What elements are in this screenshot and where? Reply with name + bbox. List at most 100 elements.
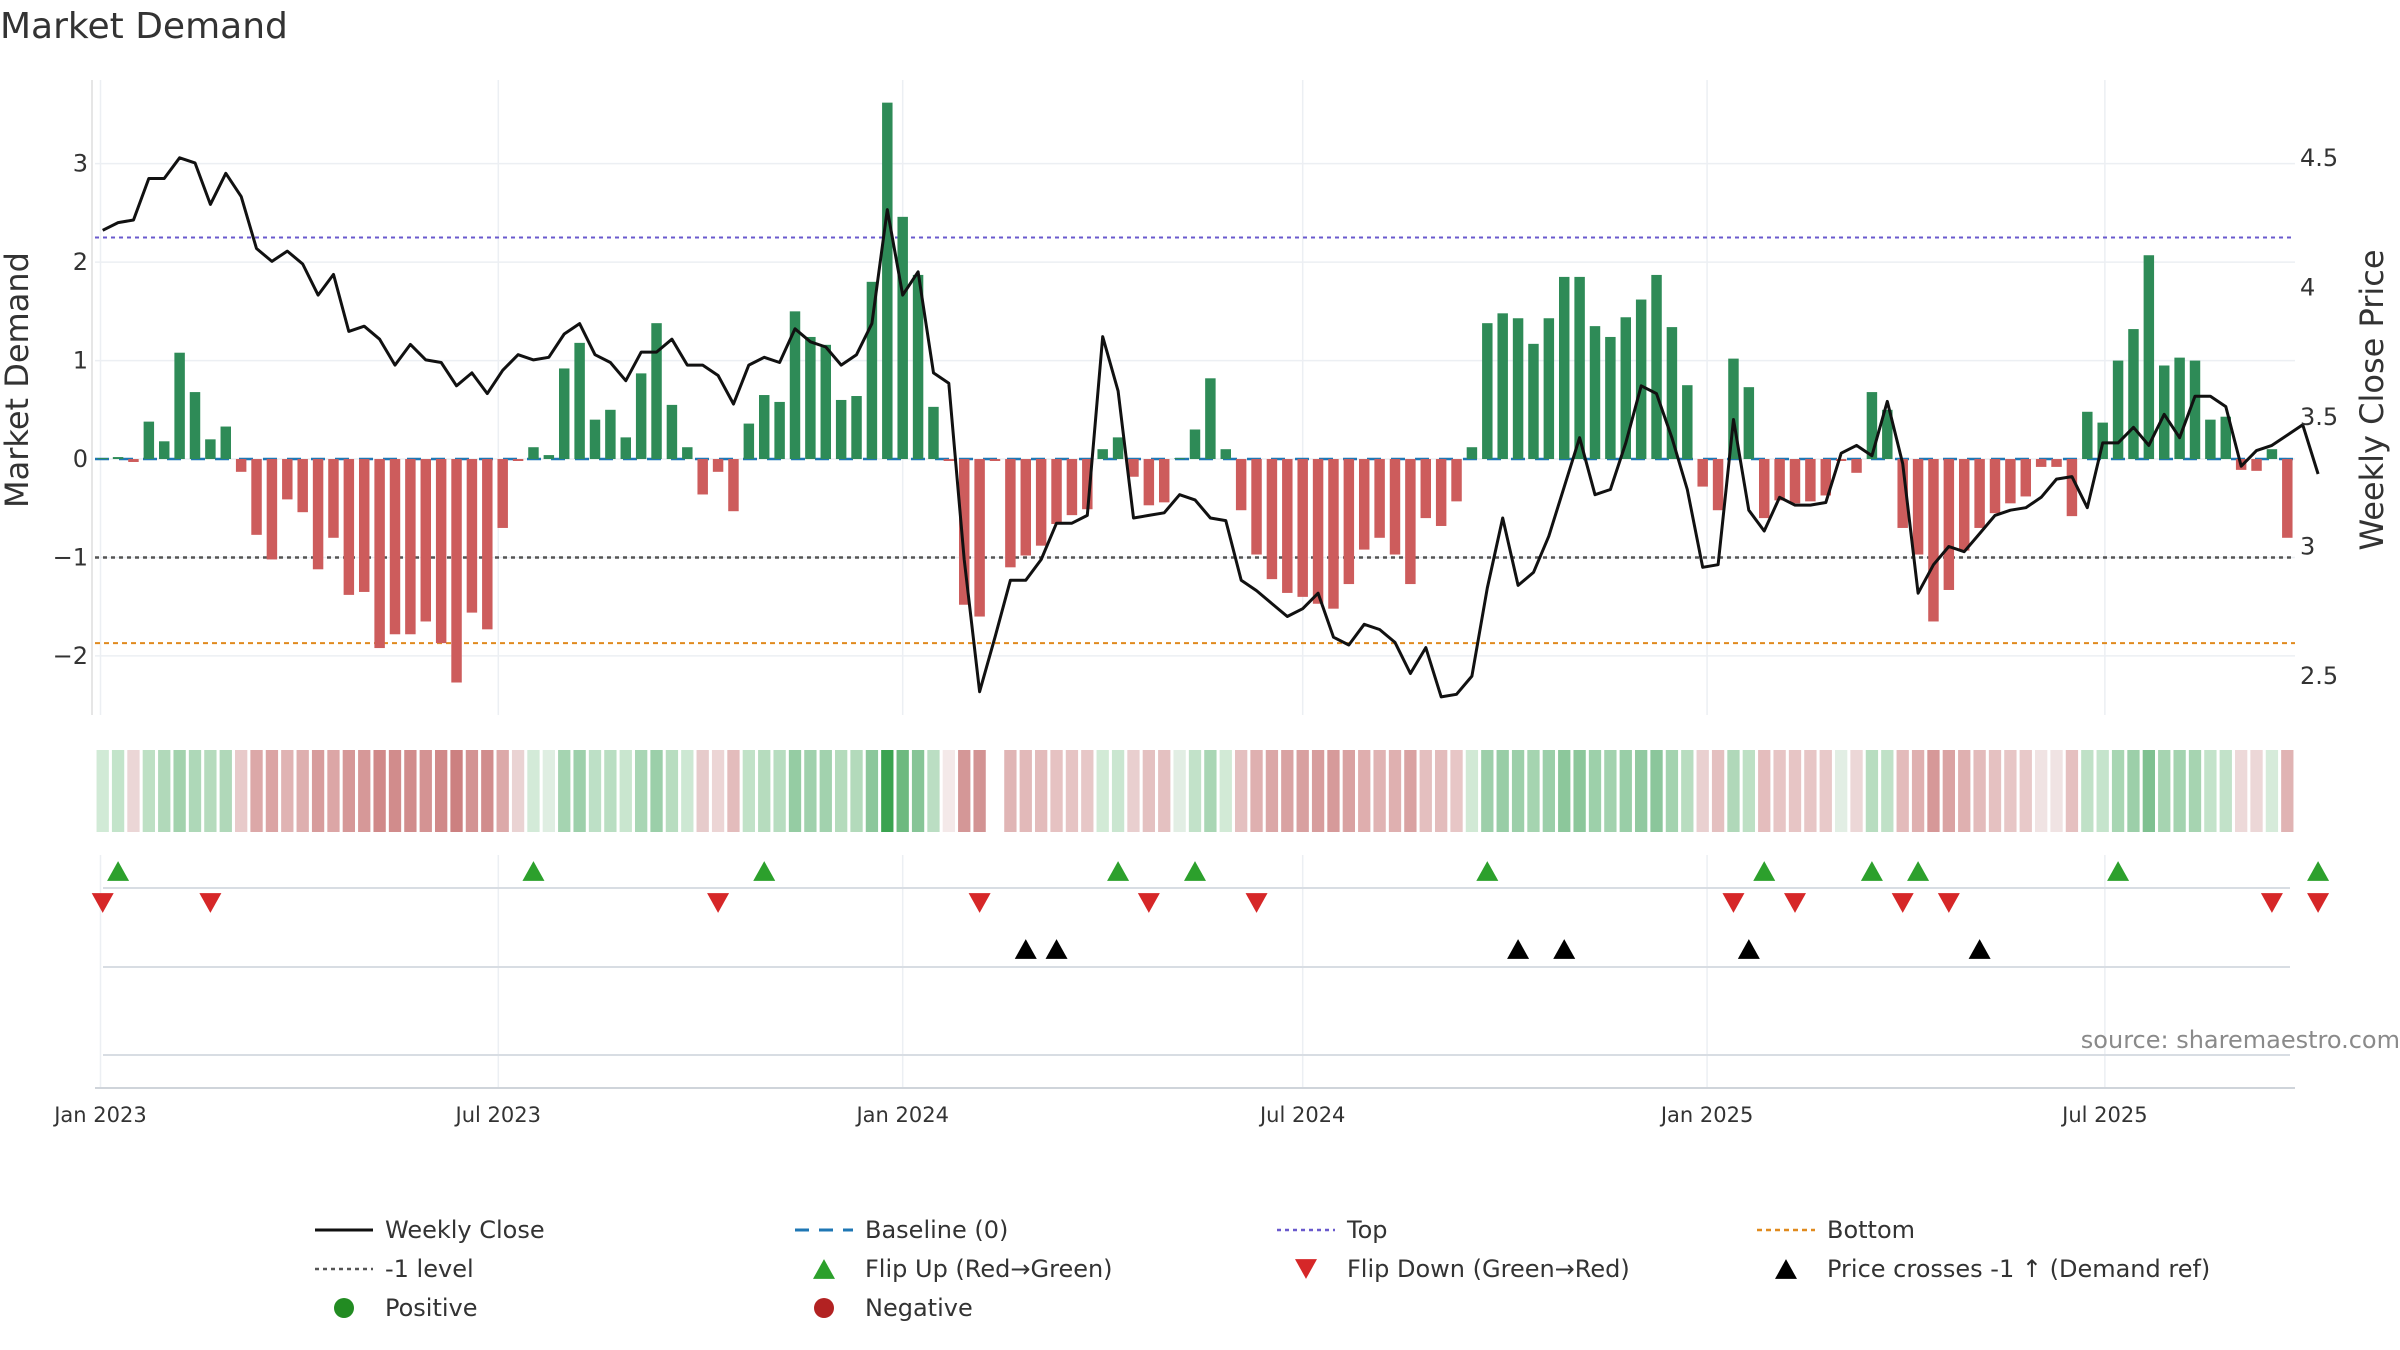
demand-bar	[512, 459, 524, 461]
y2-tick-label: 2.5	[2300, 662, 2338, 690]
heat-cell	[2111, 750, 2125, 832]
demand-bar	[282, 459, 293, 500]
heat-cell	[988, 750, 1002, 832]
heat-cell	[1804, 750, 1817, 832]
demand-bar	[712, 459, 724, 472]
demand-bar	[189, 392, 201, 460]
demand-bar	[743, 423, 755, 460]
heat-cell	[1865, 750, 1879, 832]
heat-cell	[2281, 750, 2294, 832]
heat-cell	[958, 750, 971, 832]
heat-cell	[911, 750, 925, 832]
heat-cell	[296, 750, 309, 832]
demand-bar	[1989, 459, 2001, 514]
heat-cell	[1819, 750, 1832, 832]
demand-bar	[374, 459, 385, 649]
heat-cell	[342, 750, 355, 832]
demand-bar	[343, 459, 355, 595]
demand-bars	[97, 102, 2293, 683]
demand-bar	[728, 459, 739, 512]
demand-bar	[1420, 459, 1431, 519]
demand-bar	[1035, 459, 1047, 546]
demand-bar	[420, 459, 431, 622]
heat-cell	[2127, 750, 2140, 832]
demand-bar	[882, 102, 893, 460]
demand-bar	[2112, 360, 2124, 460]
demand-bar	[1528, 343, 1539, 460]
legend-label: Price crosses -1 ↑ (Demand ref)	[1827, 1255, 2210, 1283]
heat-cell	[1081, 750, 1094, 832]
demand-bar	[2035, 459, 2047, 467]
heat-cell	[1635, 750, 1648, 832]
heat-cell	[1927, 750, 1940, 832]
demand-bar	[435, 459, 447, 644]
flip-down-marker	[1722, 893, 1745, 913]
demand-bar	[928, 406, 939, 460]
heat-cell	[1604, 750, 1617, 832]
heat-cell	[1711, 750, 1725, 832]
demand-bar	[666, 404, 678, 460]
legend: Weekly Close Baseline (0) Top Bottom -1 leve…	[315, 1216, 2210, 1322]
demand-bar	[1697, 459, 1708, 487]
demand-bar	[1666, 327, 1678, 460]
demand-bar	[112, 457, 124, 460]
demand-bar	[1651, 274, 1662, 460]
flip-up-marker	[2307, 861, 2330, 881]
heat-cell	[358, 750, 371, 832]
x-tick-label: Jul 2024	[1258, 1103, 1345, 1127]
heat-cell	[2065, 750, 2079, 832]
flip-up-marker	[753, 861, 776, 881]
legend-swatch-flip-down	[1295, 1259, 1317, 1279]
flip-down-marker	[1891, 893, 1914, 913]
heat-cell	[1358, 750, 1371, 832]
heat-cell	[1788, 750, 1802, 832]
legend-swatch-positive	[334, 1298, 354, 1318]
heat-cell	[1435, 750, 1448, 832]
demand-bar	[1282, 459, 1293, 593]
demand-bar	[2005, 459, 2016, 504]
heat-cell	[773, 750, 786, 832]
heat-cell	[1265, 750, 1279, 832]
y-tick-label: 2	[73, 248, 88, 276]
demand-bar	[1559, 276, 1570, 460]
signal-markers	[91, 861, 2330, 959]
demand-bar	[1682, 385, 1693, 460]
heat-cell	[1988, 750, 2002, 832]
cross-marker	[1045, 939, 1068, 959]
heat-cell	[1035, 750, 1048, 832]
heat-cell	[1496, 750, 1509, 832]
demand-bar	[128, 459, 139, 462]
demand-bar	[205, 439, 216, 460]
heat-cell	[204, 750, 217, 832]
demand-bar	[1174, 458, 1185, 460]
legend-swatch-cross	[1775, 1259, 1797, 1279]
heat-cell	[1942, 750, 1955, 832]
heat-cell	[865, 750, 879, 832]
heat-cell	[758, 750, 771, 832]
x-tick-label: Jan 2025	[1659, 1103, 1754, 1127]
y2-tick-label: 3.5	[2300, 403, 2338, 431]
heat-cell	[1327, 750, 1340, 832]
axes: −2 −1 0 1 2 3 2.5 3 3.5 4 4.5 Jan 2023 Jul 2023 Jan 2…	[52, 80, 2338, 1127]
heat-cell	[311, 750, 325, 832]
demand-bar	[635, 373, 647, 460]
flip-up-marker	[107, 861, 130, 881]
source-credit: source: sharemaestro.com	[2081, 1026, 2400, 1054]
flip-down-marker	[968, 893, 991, 913]
demand-bar	[1620, 317, 1631, 460]
heat-cell	[1373, 750, 1386, 832]
demand-bar	[1389, 459, 1401, 555]
demand-bar	[789, 311, 801, 460]
demand-bar	[1497, 313, 1508, 460]
demand-bar	[389, 459, 401, 635]
heat-cell	[1681, 750, 1694, 832]
demand-bar	[1728, 358, 1739, 460]
flip-up-marker	[1184, 861, 1206, 881]
heat-cell	[2219, 750, 2232, 832]
demand-bar	[297, 459, 308, 513]
demand-bar	[866, 281, 878, 460]
heat-cell	[158, 750, 171, 832]
demand-bar	[1112, 437, 1124, 460]
heat-cell	[1481, 750, 1494, 832]
heat-cell	[1665, 750, 1679, 832]
